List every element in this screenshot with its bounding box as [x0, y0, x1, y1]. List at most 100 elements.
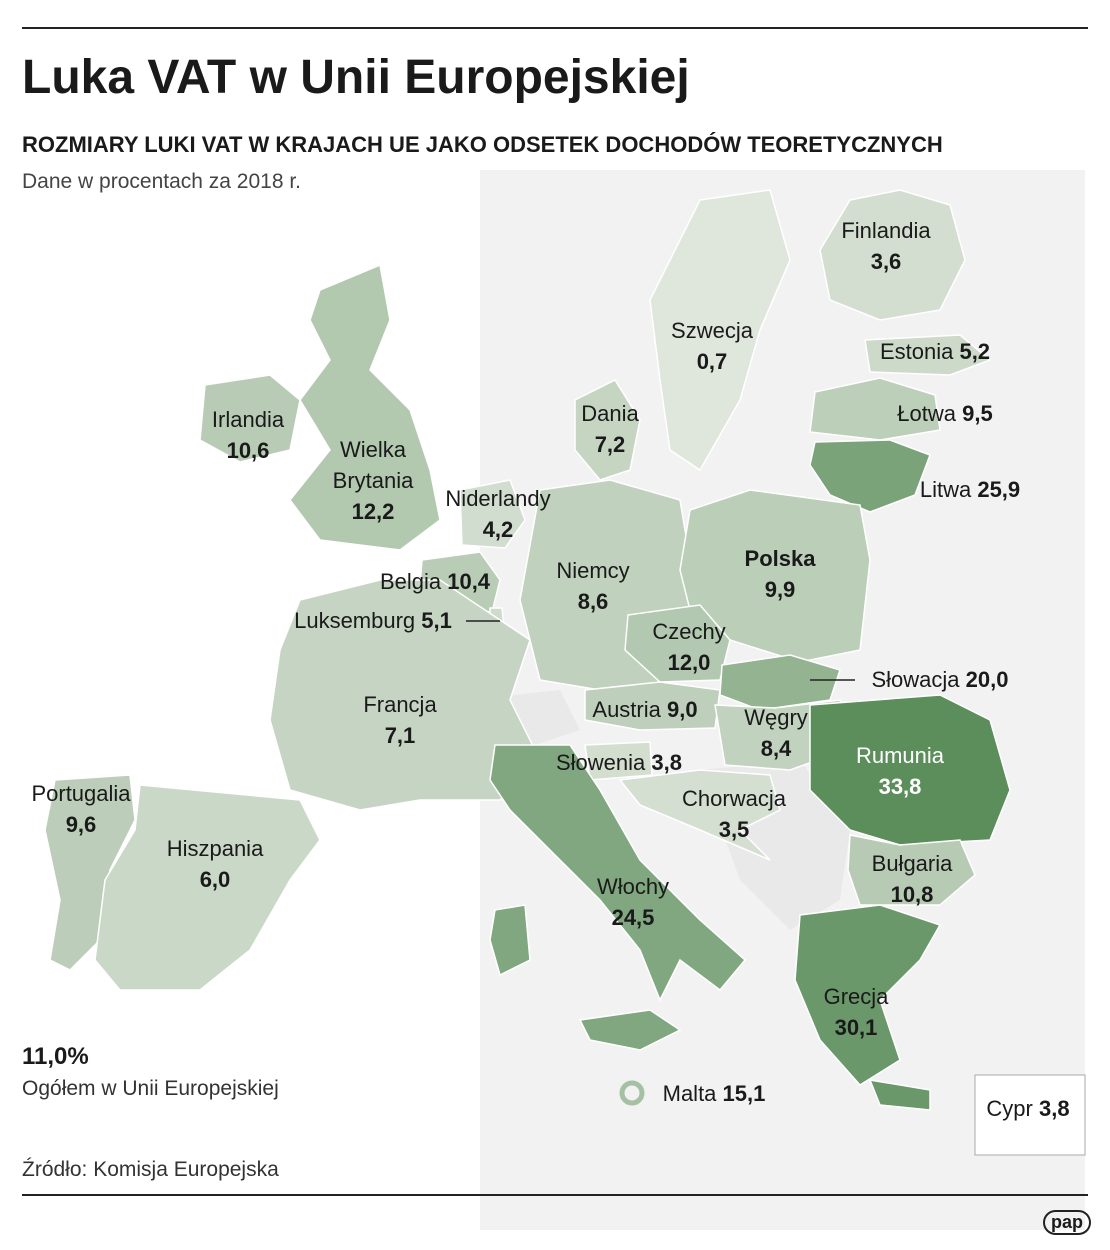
- country-name: Niemcy: [556, 558, 630, 583]
- source: Źródło: Komisja Europejska: [22, 1158, 279, 1181]
- country-value: 7,1: [384, 723, 416, 748]
- country-shape: [868, 1079, 931, 1111]
- country-value: 24,5: [611, 905, 655, 930]
- country-label: Finlandia 3,6: [841, 215, 930, 277]
- country-name: Czechy: [652, 619, 726, 644]
- country-name: Węgry: [744, 705, 808, 730]
- country-shape: [578, 1009, 682, 1051]
- country-shape: [199, 374, 301, 463]
- country-label: Irlandia 10,6: [212, 404, 284, 466]
- country-name: Litwa: [919, 477, 972, 502]
- country-shape: [489, 744, 747, 1002]
- country-shape: [574, 379, 641, 481]
- country-label: Luksemburg 5,1: [294, 605, 452, 636]
- country-value: 6,0: [199, 867, 231, 892]
- country-value: 3,6: [870, 249, 902, 274]
- country-value: 9,6: [65, 812, 97, 837]
- country-label: Estonia 5,2: [880, 336, 990, 367]
- logo: pap: [1043, 1210, 1092, 1235]
- country-name: Wielka Brytania: [332, 437, 414, 493]
- country-label: Chorwacja 3,5: [682, 783, 786, 845]
- country-shape: [584, 681, 721, 731]
- country-label: Czechy 12,0: [652, 616, 725, 678]
- country-label: Litwa 25,9: [920, 474, 1020, 505]
- country-label: Słowenia 3,8: [556, 747, 682, 778]
- country-label: Polska 9,9: [745, 543, 816, 605]
- country-value: 9,0: [667, 697, 698, 722]
- title: Luka VAT w Unii Europejskiej: [22, 51, 690, 104]
- country-name: Finlandia: [841, 218, 931, 243]
- country-name: Szwecja: [671, 318, 753, 343]
- total-value: 11,0%: [22, 1043, 89, 1070]
- country-name: Niderlandy: [445, 486, 551, 511]
- country-value: 9,9: [764, 577, 796, 602]
- country-label: Hiszpania 6,0: [167, 833, 264, 895]
- country-shape: [584, 741, 653, 781]
- country-value: 20,0: [965, 667, 1009, 692]
- country-label: Cypr 3,8: [986, 1093, 1069, 1124]
- country-name: Malta: [662, 1081, 717, 1106]
- country-label: Łotwa 9,5: [897, 398, 992, 429]
- total-caption: Ogółem w Unii Europejskiej: [22, 1077, 279, 1100]
- country-value: 3,8: [651, 750, 682, 775]
- country-name: Łotwa: [897, 401, 956, 426]
- country-shape: [809, 377, 941, 441]
- country-label: Rumunia 33,8: [856, 740, 944, 802]
- country-value: 5,2: [959, 339, 991, 364]
- country-shape: [624, 604, 731, 683]
- country-shape: [289, 263, 441, 551]
- country-name: Portugalia: [31, 781, 131, 806]
- country-label: Austria 9,0: [592, 694, 697, 725]
- country-shape: [459, 479, 526, 549]
- country-value: 8,6: [577, 589, 609, 614]
- country-label: Bułgaria 10,8: [872, 848, 953, 910]
- country-value: 25,9: [977, 477, 1021, 502]
- country-name: Grecja: [823, 984, 889, 1009]
- country-shape: [819, 189, 966, 321]
- country-value: 10,6: [226, 438, 270, 463]
- country-name: Słowenia: [556, 750, 646, 775]
- country-name: Irlandia: [211, 407, 285, 432]
- country-label: Grecja 30,1: [824, 981, 889, 1043]
- country-label: Dania 7,2: [581, 398, 638, 460]
- country-value: 10,8: [890, 882, 934, 907]
- country-label: Szwecja 0,7: [671, 315, 753, 377]
- country-name: Włochy: [596, 874, 670, 899]
- country-name: Belgia: [379, 569, 442, 594]
- country-name: Estonia: [879, 339, 954, 364]
- country-name: Hiszpania: [166, 836, 264, 861]
- note: Dane w procentach za 2018 r.: [22, 170, 302, 193]
- country-shape: [809, 694, 1011, 846]
- country-name: Bułgaria: [871, 851, 953, 876]
- country-shape: [864, 334, 992, 376]
- country-label: Malta 15,1: [663, 1078, 766, 1109]
- inset-frame: [974, 1074, 1086, 1156]
- country-value: 3,8: [1038, 1096, 1070, 1121]
- country-name: Słowacja: [871, 667, 960, 692]
- country-label: Włochy 24,5: [597, 871, 669, 933]
- country-label: Francja 7,1: [363, 689, 436, 751]
- country-name: Dania: [581, 401, 639, 426]
- country-name: Chorwacja: [682, 786, 786, 811]
- country-shape: [618, 769, 781, 861]
- country-value: 7,2: [594, 432, 626, 457]
- country-name: Luksemburg: [294, 608, 416, 633]
- country-shape: [809, 439, 931, 513]
- country-label: Słowacja 20,0: [872, 664, 1009, 695]
- country-value: 12,2: [351, 499, 395, 524]
- country-value: 12,0: [667, 650, 711, 675]
- country-label: Wielka Brytania 12,2: [318, 434, 428, 527]
- country-label: Węgry 8,4: [744, 702, 808, 764]
- country-label: Belgia 10,4: [380, 566, 490, 597]
- country-name: Francja: [363, 692, 437, 717]
- country-value: 5,1: [421, 608, 452, 633]
- country-value: 10,4: [447, 569, 491, 594]
- country-shape: [619, 1080, 645, 1106]
- country-value: 8,4: [760, 736, 792, 761]
- country-label: Portugalia 9,6: [31, 778, 130, 840]
- country-shape: [94, 784, 321, 991]
- country-value: 33,8: [878, 774, 922, 799]
- country-name: Cypr: [986, 1096, 1033, 1121]
